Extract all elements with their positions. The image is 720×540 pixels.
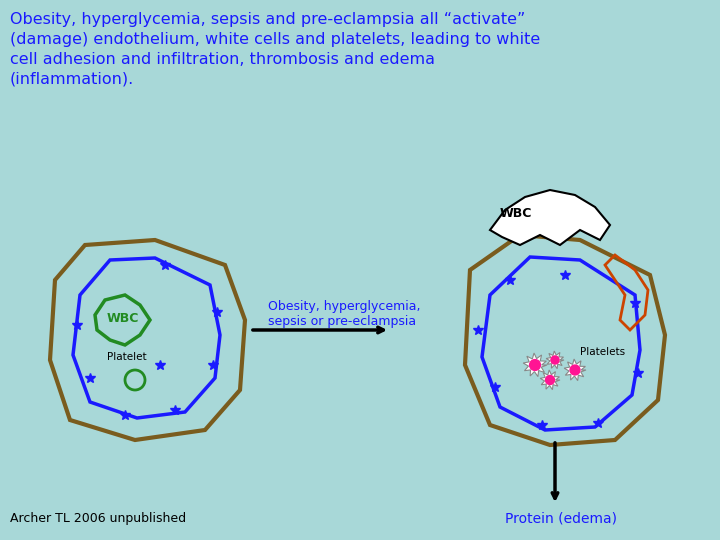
Circle shape [530,360,541,370]
Polygon shape [50,240,245,440]
Polygon shape [564,359,586,381]
Text: Obesity, hyperglycemia,
sepsis or pre-eclampsia: Obesity, hyperglycemia, sepsis or pre-ec… [268,300,420,328]
Polygon shape [73,258,220,418]
Circle shape [546,375,554,384]
Text: Platelet: Platelet [107,352,147,362]
Polygon shape [490,190,610,245]
Circle shape [570,365,580,375]
Polygon shape [546,351,564,369]
Polygon shape [540,370,560,390]
Text: Platelets: Platelets [580,347,625,357]
Text: WBC: WBC [107,312,140,325]
Text: Archer TL 2006 unpublished: Archer TL 2006 unpublished [10,512,186,525]
Polygon shape [523,353,547,376]
Circle shape [551,356,559,364]
Text: Protein (edema): Protein (edema) [505,512,617,526]
Polygon shape [465,235,665,445]
Text: Obesity, hyperglycemia, sepsis and pre-eclampsia all “activate”
(damage) endothe: Obesity, hyperglycemia, sepsis and pre-e… [10,12,540,86]
Text: WBC: WBC [500,207,532,220]
Polygon shape [482,257,640,430]
